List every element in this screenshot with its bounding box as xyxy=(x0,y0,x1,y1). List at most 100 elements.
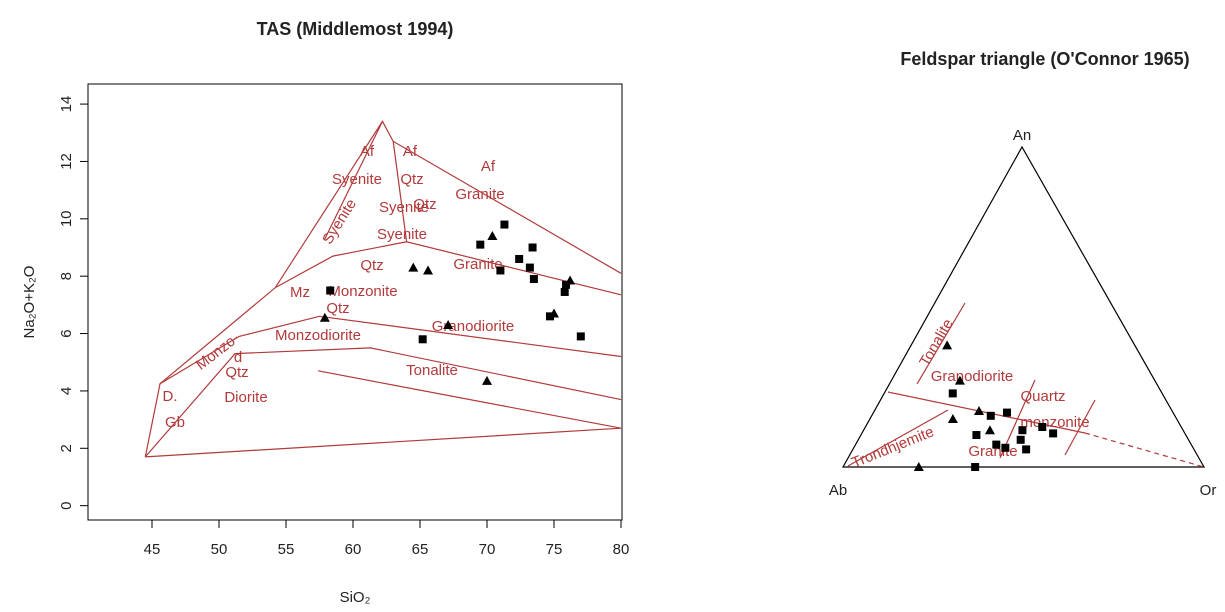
chart-title: Feldspar triangle (O'Connor 1965) xyxy=(900,49,1189,69)
point xyxy=(1001,443,1010,452)
field-boundary xyxy=(145,427,622,458)
point xyxy=(1038,423,1047,431)
x-tick-label: 50 xyxy=(211,541,228,558)
point xyxy=(1022,445,1031,454)
field-boundary xyxy=(144,120,622,458)
point xyxy=(971,463,980,471)
point xyxy=(326,286,335,295)
field-label: Granite xyxy=(453,256,502,273)
point xyxy=(972,431,981,439)
field-label: Tonalite xyxy=(406,362,458,379)
y-axis-label: Na₂O+K₂O xyxy=(21,266,38,339)
point xyxy=(408,262,419,272)
point xyxy=(948,389,957,398)
point xyxy=(528,243,537,252)
point xyxy=(913,462,924,471)
point xyxy=(974,406,985,415)
field-boundary xyxy=(1084,432,1205,468)
field-label: Qtz xyxy=(360,257,383,274)
point xyxy=(1016,435,1025,444)
chart-title: TAS (Middlemost 1994) xyxy=(257,19,454,39)
field-label: Af xyxy=(360,143,375,160)
point xyxy=(319,312,330,322)
point xyxy=(500,220,509,229)
field-label: Syenite xyxy=(319,196,360,247)
y-tick-label: 4 xyxy=(58,387,75,395)
x-tick-label: 65 xyxy=(412,541,429,558)
point xyxy=(515,254,524,263)
field-label: Granodiorite xyxy=(432,318,515,335)
field-boundary xyxy=(318,370,622,429)
x-tick-label: 55 xyxy=(278,541,295,558)
point xyxy=(560,287,569,296)
field-boundary xyxy=(1064,399,1096,456)
point xyxy=(992,440,1001,449)
y-tick-label: 10 xyxy=(58,210,75,227)
point xyxy=(565,275,576,285)
field-boundary xyxy=(847,409,949,467)
field-label: Qtz xyxy=(400,171,423,188)
y-tick-label: 2 xyxy=(58,444,75,452)
plot-frame xyxy=(87,83,623,521)
field-boundary xyxy=(144,347,622,458)
point xyxy=(482,375,492,385)
field-label: Monzodiorite xyxy=(275,327,361,344)
field-label: Af xyxy=(403,143,418,160)
field-label: Granite xyxy=(455,186,504,203)
y-tick-label: 8 xyxy=(58,272,75,280)
point xyxy=(954,375,965,385)
field-boundary xyxy=(916,302,966,385)
field-label: monzonite xyxy=(1020,414,1089,431)
x-tick-label: 70 xyxy=(479,541,496,558)
field-label: Monzonite xyxy=(328,283,397,300)
point xyxy=(423,265,434,275)
point xyxy=(576,332,585,341)
triangle-frame xyxy=(841,145,1206,468)
point xyxy=(476,240,485,249)
field-boundary xyxy=(274,241,622,296)
y-tick-label: 6 xyxy=(58,329,75,337)
field-label: Qtz xyxy=(326,300,349,317)
point xyxy=(487,231,498,241)
field-label: Syenite xyxy=(332,171,382,188)
field-label: D. xyxy=(163,388,178,405)
field-label: Qtz xyxy=(413,196,436,213)
field-boundary xyxy=(887,391,1086,434)
point xyxy=(525,263,534,272)
field-label: d xyxy=(234,349,242,366)
field-boundary xyxy=(159,315,622,385)
field-boundary xyxy=(392,141,408,242)
point xyxy=(562,280,571,289)
field-label: Quartz xyxy=(1020,388,1065,405)
x-tick-label: 75 xyxy=(546,541,563,558)
point xyxy=(443,319,454,329)
field-label: Gb xyxy=(165,414,185,431)
point xyxy=(1049,429,1058,438)
x-tick-label: 60 xyxy=(345,541,362,558)
point xyxy=(529,275,538,284)
point xyxy=(1003,408,1011,417)
field-label: Qtz xyxy=(225,364,248,381)
point xyxy=(947,414,958,423)
field-label: Syenite xyxy=(379,199,429,216)
corner-label: Or xyxy=(1200,482,1217,499)
field-label: Diorite xyxy=(224,389,267,406)
field-label: Trondhjemite xyxy=(849,423,936,471)
x-tick-label: 80 xyxy=(613,541,630,558)
point xyxy=(1018,426,1027,435)
x-tick-label: 45 xyxy=(144,541,161,558)
field-label: Granodiorite xyxy=(931,368,1014,385)
field-label: Mz xyxy=(290,284,310,301)
corner-label: Ab xyxy=(829,482,847,499)
point xyxy=(496,266,505,275)
x-axis-label: SiO₂ xyxy=(340,589,371,606)
y-tick-label: 12 xyxy=(58,153,75,170)
field-label: Af xyxy=(481,158,496,175)
y-tick-label: 14 xyxy=(58,96,75,113)
point xyxy=(549,308,559,318)
point xyxy=(942,340,953,350)
y-tick-label: 0 xyxy=(58,501,75,509)
point xyxy=(986,411,995,420)
field-boundary xyxy=(324,121,384,240)
